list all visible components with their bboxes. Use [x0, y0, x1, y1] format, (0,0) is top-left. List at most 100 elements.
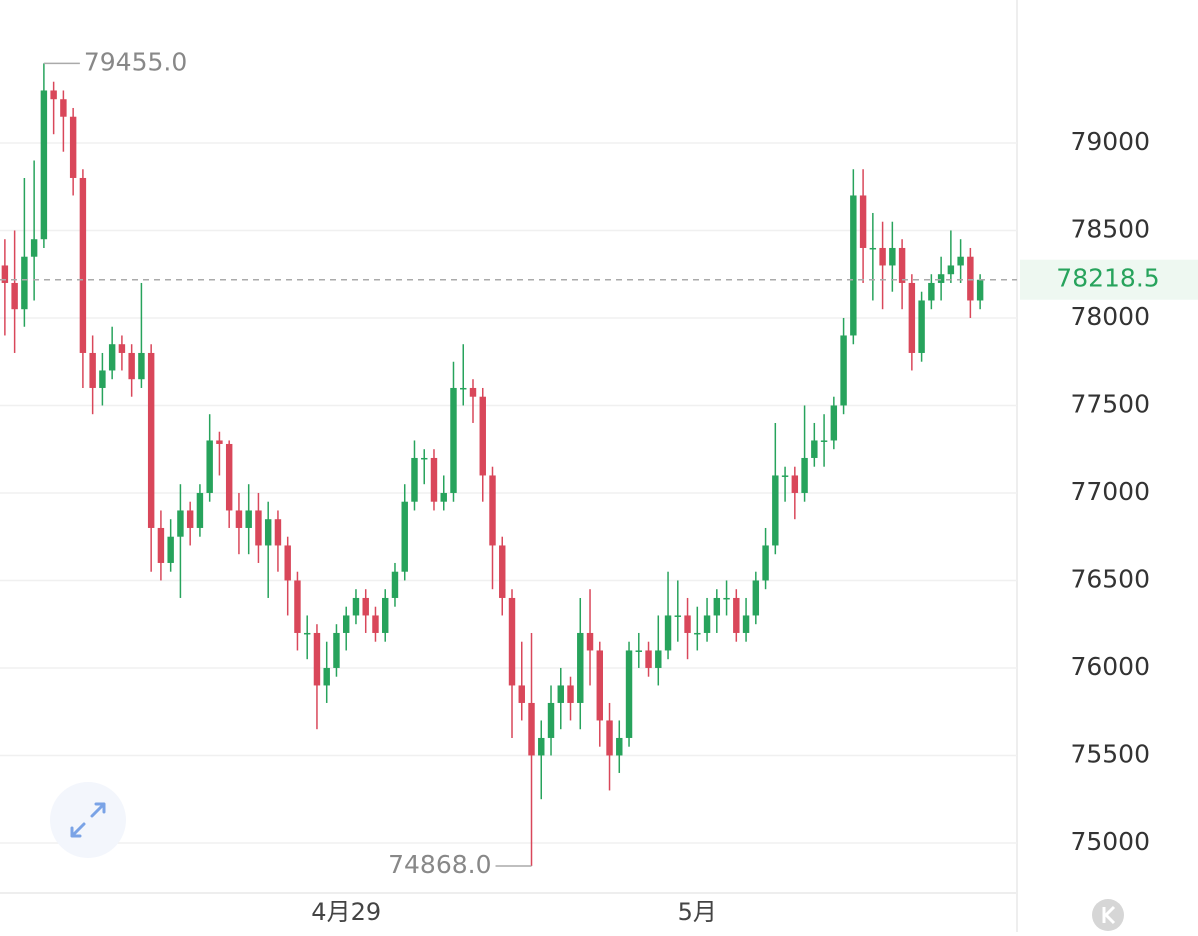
candle-body — [216, 440, 223, 444]
last-price-bg — [1020, 259, 1198, 300]
candle-body — [918, 300, 925, 353]
candle-body — [752, 580, 760, 616]
min-label: 74868.0 — [388, 850, 491, 879]
candle-body — [362, 597, 369, 616]
candle-body — [157, 527, 165, 563]
candle-body — [255, 510, 262, 546]
candle-body — [879, 247, 886, 266]
candle-body — [889, 247, 896, 266]
candle-body — [616, 737, 623, 756]
candle-body — [401, 501, 408, 572]
y-tick-label: 78000 — [1070, 302, 1150, 331]
candle-body — [713, 597, 721, 616]
candle-body — [664, 615, 672, 651]
candle-body — [869, 247, 877, 250]
candle-body — [791, 475, 799, 493]
candle-body — [284, 545, 291, 581]
candle-body — [235, 510, 243, 528]
candle-body — [830, 405, 838, 441]
candle-body — [908, 282, 916, 353]
candle-body — [391, 571, 399, 598]
candle-body — [245, 510, 252, 528]
candle-body — [40, 90, 48, 240]
candle-body — [557, 685, 564, 703]
candle-body — [567, 685, 574, 703]
candle-body — [196, 492, 204, 528]
candle-body — [723, 597, 730, 600]
candle-body — [450, 387, 457, 493]
candle-body — [264, 519, 272, 546]
kline-button[interactable] — [1092, 899, 1124, 931]
candle-body — [489, 475, 496, 546]
last-price-label: 78218.5 — [1056, 264, 1159, 293]
x-tick-label: 5月 — [678, 898, 717, 926]
y-tick-label: 76000 — [1070, 652, 1150, 681]
candle-body — [118, 344, 126, 353]
candle-body — [30, 239, 38, 257]
candle-body — [694, 632, 701, 635]
candle-body — [859, 195, 867, 248]
candle-body — [108, 344, 116, 371]
candle-body — [538, 737, 545, 756]
candle-body — [762, 545, 769, 581]
candle-body — [138, 352, 145, 380]
candle-body — [967, 256, 974, 301]
candle-body — [1, 265, 9, 283]
candle-body — [79, 177, 87, 353]
candle-body — [167, 536, 174, 563]
candle-body — [342, 615, 350, 633]
candle-body — [596, 650, 603, 721]
candle-body — [742, 615, 750, 633]
candle-body — [811, 440, 818, 458]
candle-body — [976, 279, 984, 301]
expand-button-bg[interactable] — [50, 782, 126, 858]
candle-body — [957, 256, 964, 266]
candle-body — [947, 265, 955, 275]
candle-body — [206, 440, 213, 493]
candle-body — [411, 457, 418, 502]
candle-body — [479, 396, 486, 476]
max-label: 79455.0 — [84, 47, 187, 76]
candle-body — [674, 615, 682, 617]
candle-body — [274, 519, 282, 546]
y-tick-label: 78500 — [1070, 214, 1150, 243]
candle-body — [225, 443, 233, 511]
candle-body — [703, 615, 711, 633]
x-tick-label: 4月29 — [311, 898, 381, 926]
candle-body — [333, 632, 340, 668]
candle-body — [645, 650, 652, 668]
candle-body — [430, 457, 438, 502]
candle-body — [128, 352, 135, 380]
candle-body — [99, 370, 106, 388]
candle-body — [547, 702, 555, 738]
expand-button[interactable] — [50, 782, 126, 858]
candle-body — [294, 580, 301, 633]
expand-icon[interactable] — [70, 802, 106, 838]
y-tick-label: 77500 — [1070, 389, 1150, 418]
candle-body — [820, 440, 828, 442]
candle-body — [937, 274, 945, 283]
candle-body — [655, 650, 662, 668]
candle-body — [469, 387, 477, 397]
y-tick-label: 75500 — [1070, 739, 1150, 768]
candle-body — [635, 650, 643, 652]
candle-body — [528, 702, 535, 756]
candle-body — [303, 632, 311, 635]
candle-body — [733, 597, 740, 633]
candle-body — [352, 597, 360, 616]
candle-body — [518, 685, 525, 703]
y-tick-label: 75000 — [1070, 827, 1150, 856]
candle-body — [186, 510, 194, 528]
candle-body — [440, 492, 447, 502]
candle-body — [382, 597, 389, 633]
candle-body — [21, 256, 28, 310]
candle-body — [372, 615, 379, 633]
kline-icon[interactable] — [1102, 905, 1116, 925]
y-tick-label: 79000 — [1070, 127, 1150, 156]
candle-body — [586, 632, 594, 651]
candle-body — [928, 282, 935, 301]
candle-body — [772, 475, 779, 546]
candle-body — [508, 597, 516, 686]
candle-body — [69, 116, 77, 178]
